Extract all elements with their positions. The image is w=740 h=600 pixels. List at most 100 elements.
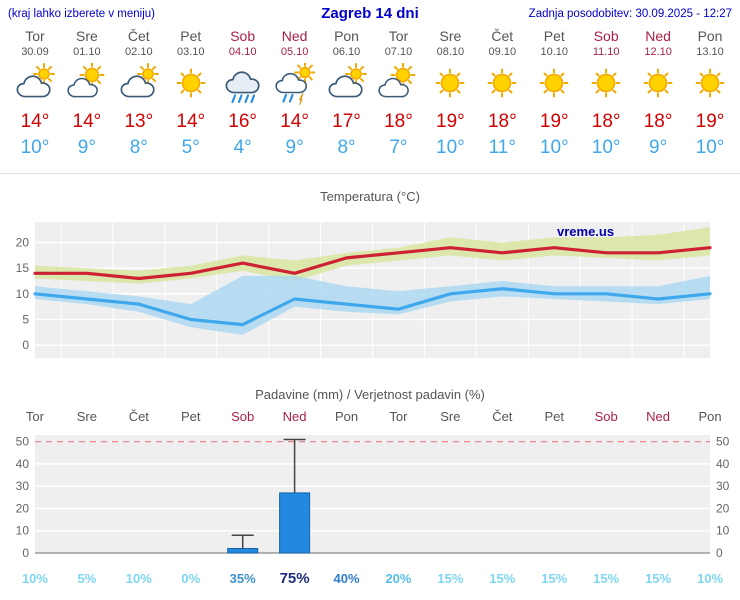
temp-y-tick: 20 <box>16 236 30 250</box>
sunny-icon <box>539 68 569 98</box>
partly-sunny-icon <box>67 62 105 98</box>
precip-probability: 20% <box>385 571 412 586</box>
day-date: 06.10 <box>332 46 361 58</box>
temp-y-tick: 10 <box>16 287 30 301</box>
forecast-grid: Tor 30.09 14° 10° Sre 01.10 14° 9° Čet 0… <box>9 28 736 161</box>
weather-icon-cell <box>9 59 61 109</box>
precip-y-tick-right: 50 <box>716 435 730 449</box>
precip-whisker <box>231 534 254 549</box>
partly-sunny-icon <box>378 62 416 98</box>
day-column: Sre 01.10 14° 9° <box>61 28 113 161</box>
day-date: 07.10 <box>384 46 413 58</box>
precip-whisker <box>283 438 306 493</box>
sun-disc <box>181 73 201 93</box>
precip-probability: 15% <box>645 571 672 586</box>
day-date: 09.10 <box>488 46 517 58</box>
tmin-line <box>33 287 712 327</box>
weather-icon-cell <box>61 59 113 109</box>
day-column: Pet 03.10 14° 5° <box>165 28 217 161</box>
max-temperature: 18° <box>643 111 673 132</box>
sun-rays <box>591 68 621 98</box>
day-column: Pon 13.10 19° 10° <box>684 28 736 161</box>
weather-icon-cell <box>528 59 580 109</box>
precip-day-label: Pet <box>180 409 201 424</box>
precip-probability: 5% <box>77 571 97 586</box>
weather-icon-cell <box>217 59 269 109</box>
day-column: Čet 09.10 18° 11° <box>476 28 528 161</box>
precip-y-tick-left: 20 <box>16 502 30 516</box>
precip-day-label: Ned <box>282 409 307 424</box>
rain-drops <box>281 93 294 103</box>
min-temperature: 10° <box>591 137 621 158</box>
sun-disc <box>596 73 616 93</box>
day-column: Pon 06.10 17° 8° <box>321 28 373 161</box>
precip-y-tick-left: 30 <box>16 479 30 493</box>
precip-probability: 40% <box>333 571 360 586</box>
day-name: Čet <box>491 28 514 44</box>
precip-probability: 10% <box>125 571 152 586</box>
precip-day-label: Tor <box>389 409 408 424</box>
min-temperature: 8° <box>337 137 356 158</box>
rain-sun-icon <box>275 61 316 106</box>
day-name: Sob <box>230 28 256 44</box>
precip-probability: 0% <box>181 571 201 586</box>
temp-y-tick: 5 <box>22 313 29 327</box>
sunny-icon <box>643 68 673 98</box>
precip-chart-container: 0 0 10 10 20 20 30 30 40 40 50 50 <box>0 425 740 567</box>
day-date: 13.10 <box>696 46 724 58</box>
day-name: Pon <box>697 28 723 44</box>
precip-bar <box>279 492 311 554</box>
weather-icon-cell <box>165 59 217 109</box>
precip-probability: 15% <box>593 571 620 586</box>
sun-rays <box>539 68 569 98</box>
last-updated: Zadnja posodobitev: 30.09.2025 - 12:27 <box>528 7 732 20</box>
sun-rays <box>435 68 465 98</box>
weather-icon-cell <box>269 59 321 109</box>
precip-y-tick-right: 10 <box>716 524 730 538</box>
day-name: Ned <box>645 28 671 44</box>
precip-y-tick-left: 10 <box>16 524 30 538</box>
min-temperature: 10° <box>539 137 569 158</box>
day-name: Sob <box>593 28 619 44</box>
sun-disc <box>544 73 564 93</box>
menu-hint: (kraj lahko izberete v meniju) <box>8 7 156 20</box>
sun-disc <box>648 73 668 93</box>
precip-probability: 35% <box>229 571 256 586</box>
sun-rays <box>695 68 725 98</box>
min-temperature: 9° <box>285 137 304 158</box>
precip-plot-area <box>35 435 710 553</box>
sun-rays <box>176 68 206 98</box>
precip-y-tick-right: 0 <box>716 546 723 560</box>
weather-icon-cell <box>113 59 165 109</box>
mostly-cloudy-icon <box>16 63 55 98</box>
weather-icon-cell <box>476 59 528 109</box>
weather-icon-cell <box>580 59 632 109</box>
tmax-line <box>33 246 712 281</box>
mostly-cloudy-icon <box>328 63 367 98</box>
precip-day-label: Sob <box>594 409 618 424</box>
day-name: Pet <box>180 28 202 44</box>
day-date: 01.10 <box>73 46 101 58</box>
min-temperature: 10° <box>695 137 725 158</box>
precipitation-chart: 0 0 10 10 20 20 30 30 40 40 50 50 <box>16 435 730 560</box>
sun-rays <box>643 68 673 98</box>
cloud-shape <box>378 77 410 98</box>
precip-day-label: Pon <box>334 409 359 424</box>
max-temperature: 18° <box>384 111 413 132</box>
sun-disc <box>396 67 411 83</box>
day-date: 03.10 <box>176 46 205 58</box>
sun-rays <box>487 68 517 98</box>
day-date: 30.09 <box>21 46 49 58</box>
precip-y-tick-right: 20 <box>716 502 730 516</box>
precip-day-label: Čet <box>492 409 513 424</box>
max-temperature: 18° <box>591 111 621 132</box>
temp-y-tick: 15 <box>16 261 30 275</box>
day-date: 08.10 <box>436 46 465 58</box>
cloud-shape <box>328 75 363 98</box>
temperature-chart-container: 0 5 10 15 20 vreme.us <box>0 206 740 378</box>
max-temperature: 19° <box>539 111 569 132</box>
max-temperature: 13° <box>124 111 154 132</box>
day-name: Čet <box>127 28 150 44</box>
day-column: Pet 10.10 19° 10° <box>528 28 580 161</box>
